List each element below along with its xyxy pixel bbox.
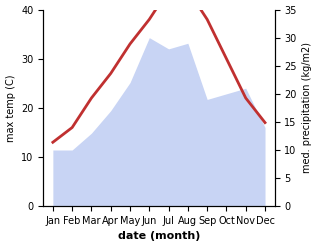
X-axis label: date (month): date (month)	[118, 231, 200, 242]
Y-axis label: max temp (C): max temp (C)	[5, 74, 16, 142]
Y-axis label: med. precipitation (kg/m2): med. precipitation (kg/m2)	[302, 42, 313, 173]
